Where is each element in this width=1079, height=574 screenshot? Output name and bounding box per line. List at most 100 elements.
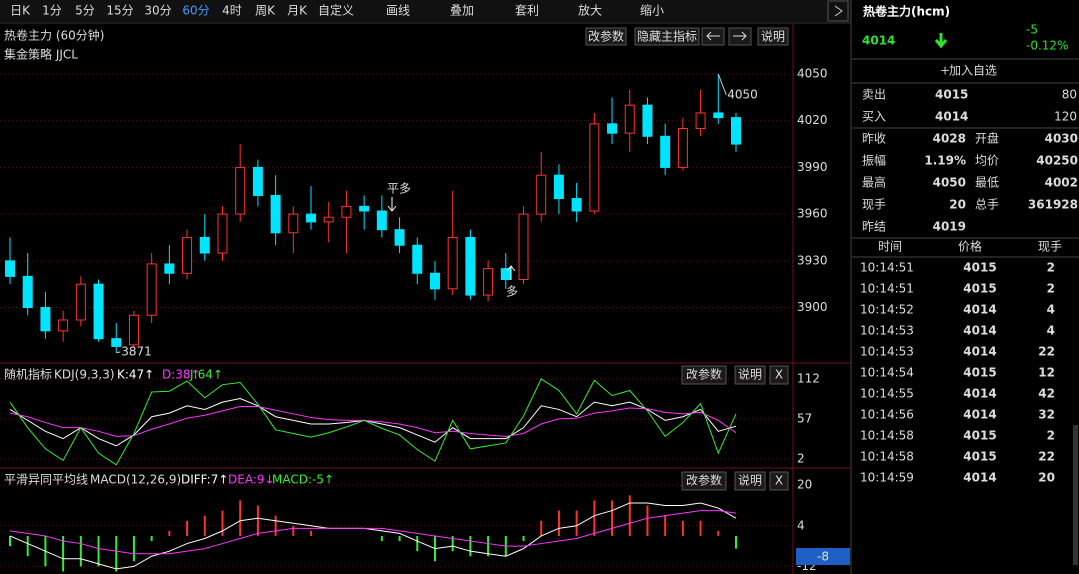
table-header: 现手: [1038, 240, 1062, 254]
candle-body: [500, 268, 511, 280]
candle-body: [288, 213, 299, 234]
toolbar-item[interactable]: 30分: [144, 4, 171, 18]
toolbar-item[interactable]: 叠加: [450, 4, 474, 18]
toolbar-item[interactable]: 周K: [255, 4, 276, 18]
panel-button[interactable]: [681, 365, 727, 385]
panel-button-label[interactable]: 改参数: [686, 473, 722, 488]
tick-volume: 20: [1038, 471, 1055, 485]
candle-body: [58, 319, 69, 332]
header-button-label[interactable]: 改参数: [588, 29, 624, 44]
panel-button[interactable]: [769, 365, 789, 385]
toolbar-more[interactable]: [827, 0, 849, 22]
candle-body: [359, 205, 370, 212]
toolbar-item[interactable]: 自定义: [318, 3, 354, 18]
toolbar-item[interactable]: 缩小: [640, 3, 664, 18]
candle-body: [128, 314, 139, 346]
stat-value: 4028: [933, 132, 966, 146]
toolbar-item[interactable]: 套利: [515, 4, 539, 18]
tick-time: 10:14:54: [860, 366, 914, 380]
candle-body: [270, 194, 281, 234]
high-pointer: [717, 73, 727, 96]
stat-label: 振幅: [862, 153, 886, 168]
toolbar-item[interactable]: 画线: [386, 4, 410, 18]
add-watch[interactable]: 加入自选: [949, 64, 997, 78]
panel-button-label[interactable]: X: [775, 474, 783, 488]
candle-body: [217, 213, 228, 254]
stat-value: 4050: [933, 176, 966, 190]
quote-name: 热卷主力(hcm): [863, 4, 950, 19]
panel-button[interactable]: [734, 471, 766, 491]
kdj-d: D:38↑: [162, 368, 201, 382]
next-icon: [733, 31, 747, 41]
toolbar-item[interactable]: 4时: [222, 4, 242, 18]
toolbar-bg: [0, 0, 851, 22]
candle-body: [607, 123, 618, 134]
tick-time: 10:14:53: [860, 345, 914, 359]
book-volume: 80: [1062, 88, 1077, 102]
tick-price: 4014: [963, 345, 996, 359]
high-label: 4050: [727, 88, 758, 102]
header-button-label[interactable]: 说明: [761, 29, 785, 44]
candle-body: [394, 229, 405, 246]
header-button[interactable]: [634, 27, 700, 46]
toolbar-item[interactable]: 60分: [182, 4, 209, 18]
candle-body: [571, 198, 582, 212]
header-button[interactable]: [757, 27, 789, 46]
stat-label: 均价: [975, 154, 999, 168]
toolbar-item[interactable]: 日K: [10, 4, 31, 18]
panel-button[interactable]: [734, 365, 766, 385]
tick-volume: 4: [1047, 324, 1055, 338]
tick-volume: 32: [1038, 408, 1055, 422]
scrollbar[interactable]: [1073, 425, 1078, 565]
tick-price: 4014: [963, 303, 996, 317]
panel-button-label[interactable]: 改参数: [686, 367, 722, 382]
tick-volume: 2: [1047, 261, 1055, 275]
macd-diff-line: [9, 502, 737, 570]
toolbar-item[interactable]: 15分: [106, 4, 133, 18]
candle-body: [323, 216, 334, 223]
stat-label: 最高: [862, 175, 886, 190]
panel-button[interactable]: [769, 471, 789, 491]
kdj-k-line: [9, 397, 737, 447]
low-pointer: [116, 351, 121, 354]
candle-body: [235, 166, 246, 215]
stat-label: 最低: [975, 176, 999, 190]
current-box: [796, 548, 850, 565]
candle-body: [429, 272, 440, 290]
tick-volume: 42: [1038, 387, 1055, 401]
tick-price: 4014: [963, 324, 996, 338]
candle-body: [412, 244, 423, 274]
tick-volume: 22: [1038, 450, 1055, 464]
panel-button-label[interactable]: 说明: [738, 473, 762, 488]
candle-body: [589, 123, 600, 212]
tick-price: 4015: [963, 450, 996, 464]
panel-button-label[interactable]: 说明: [738, 367, 762, 382]
tick-price: 4014: [963, 387, 996, 401]
tick-time: 10:14:58: [860, 429, 914, 443]
chart-title: 热卷主力 (60分钟): [4, 28, 104, 43]
candle-body: [164, 263, 175, 274]
header-button[interactable]: [585, 27, 627, 46]
stat-value: 4019: [933, 220, 966, 234]
quote-change: -5: [1026, 23, 1038, 37]
macd-dea-line: [9, 510, 737, 555]
toolbar-item[interactable]: 放大: [578, 3, 602, 18]
macd-dea: DEA:9↓: [228, 473, 275, 487]
stat-label: 昨结: [862, 220, 886, 234]
table-header: 价格: [958, 239, 982, 254]
tick-volume: 2: [1047, 282, 1055, 296]
candle-body: [695, 112, 706, 130]
toolbar-item[interactable]: 月K: [287, 4, 308, 18]
header-button-label[interactable]: 隐藏主指标: [637, 29, 697, 44]
stat-value: 1.19%: [924, 154, 966, 168]
toolbar-item[interactable]: 1分: [42, 4, 62, 18]
tick-price: 4014: [963, 408, 996, 422]
panel-button-label[interactable]: X: [775, 368, 783, 382]
candle-body: [624, 104, 635, 134]
tick-time: 10:14:53: [860, 324, 914, 338]
macd-name: 平滑异同平均线: [4, 473, 88, 487]
toolbar-item[interactable]: 5分: [75, 4, 95, 18]
down-arrow: [934, 33, 948, 49]
kdj-params: KDJ(9,3,3): [54, 368, 115, 382]
